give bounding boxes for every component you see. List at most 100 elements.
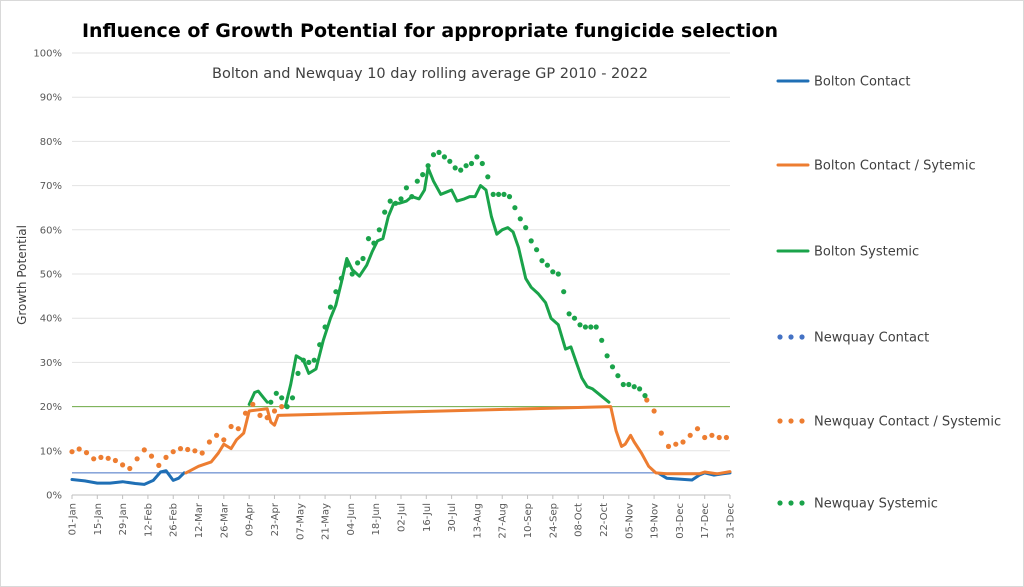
- series-point: [134, 456, 140, 462]
- series-point: [642, 393, 648, 399]
- series-point: [539, 258, 545, 264]
- series-point: [264, 415, 270, 421]
- x-tick-label: 21-May: [321, 503, 332, 540]
- series-point: [268, 399, 274, 405]
- series-point: [156, 462, 162, 468]
- series-point: [517, 216, 523, 222]
- series-point: [468, 160, 475, 167]
- series-point: [566, 311, 572, 317]
- legend-item: Bolton Systemic: [776, 245, 919, 260]
- x-tick-label: 31-Dec: [726, 503, 737, 539]
- x-tick-label: 13-Aug: [472, 503, 483, 539]
- series-point: [501, 191, 507, 197]
- series-point: [170, 449, 176, 455]
- y-tick-label: 30%: [40, 358, 62, 369]
- series-point: [687, 432, 693, 438]
- legend-label: Newquay Contact / Systemic: [814, 415, 1001, 430]
- series-point: [91, 456, 97, 462]
- series-point: [327, 304, 334, 310]
- series-point: [141, 447, 147, 453]
- x-tick-label: 17-Dec: [700, 503, 711, 539]
- series-point: [279, 395, 285, 401]
- series-point: [571, 315, 578, 321]
- series-point: [626, 381, 632, 388]
- x-tick-label: 26-Mar: [219, 502, 230, 538]
- chart-subtitle: Bolton and Newquay 10 day rolling averag…: [212, 66, 648, 82]
- x-tick-label: 29-Jan: [118, 503, 129, 535]
- series-point: [376, 227, 382, 233]
- x-tick-label: 09-Apr: [245, 502, 256, 536]
- series-point: [506, 194, 513, 200]
- series-point: [295, 370, 301, 376]
- series-point: [214, 432, 220, 438]
- series-point: [273, 390, 279, 396]
- series-point: [349, 271, 355, 277]
- x-tick-label: 03-Dec: [675, 503, 686, 539]
- series-point: [512, 205, 518, 211]
- series-point: [620, 381, 626, 388]
- series-bolton-contact-sytemic: [184, 405, 732, 476]
- x-tick-label: 12-Mar: [194, 502, 205, 538]
- legend-swatch-dot: [777, 418, 783, 424]
- series-point: [393, 200, 399, 206]
- series-point: [604, 353, 610, 359]
- legend-swatch-dot: [788, 500, 794, 506]
- series-point: [409, 194, 415, 200]
- legend-label: Bolton Contact / Sytemic: [814, 159, 976, 174]
- series-point: [479, 160, 485, 167]
- legend-swatch-dot: [799, 500, 805, 506]
- series-point: [163, 454, 169, 460]
- series-point: [577, 322, 583, 328]
- series-point: [485, 174, 491, 180]
- series-point: [709, 432, 715, 438]
- x-tick-label: 19-Nov: [650, 503, 661, 539]
- y-tick-labels: 0% 10% 20% 30% 40% 50% 60% 70% 80% 90% 100%: [33, 49, 62, 502]
- series-point: [555, 271, 561, 277]
- series-point: [561, 289, 567, 295]
- legend-item: Bolton Contact / Sytemic: [776, 159, 976, 174]
- series-point: [284, 404, 290, 410]
- legend-swatch-dot: [788, 334, 794, 340]
- series-point: [534, 247, 540, 253]
- legend-item: Newquay Contact: [777, 331, 929, 346]
- legend: Bolton Contact Bolton Contact / Sytemic Bo…: [776, 75, 1001, 512]
- series-point: [338, 275, 344, 281]
- series-point: [98, 454, 104, 460]
- series-point: [242, 410, 249, 416]
- x-tick-label: 04-Jun: [346, 503, 357, 536]
- series-line: [247, 166, 611, 409]
- series-point: [658, 430, 664, 436]
- y-tick-label: 70%: [40, 181, 62, 192]
- series-point: [83, 450, 90, 456]
- series-point: [631, 384, 637, 390]
- x-tick-label: 16-Jul: [422, 503, 433, 532]
- x-tick-label: 22-Oct: [599, 503, 610, 537]
- series-point: [112, 457, 118, 464]
- series-point: [382, 209, 388, 215]
- series-point: [76, 446, 82, 452]
- series-point: [300, 357, 306, 363]
- series-point: [716, 434, 722, 441]
- series-point: [723, 434, 730, 441]
- series-point: [403, 185, 409, 191]
- series-point: [317, 342, 323, 348]
- y-tick-label: 20%: [40, 402, 62, 413]
- series-point: [148, 453, 155, 459]
- series-point: [609, 364, 616, 370]
- legend-swatch-dot: [777, 334, 783, 340]
- series-point: [680, 439, 686, 445]
- series-point: [673, 441, 679, 447]
- series-point: [271, 408, 278, 414]
- x-tick-label: 08-Oct: [574, 503, 585, 537]
- series-point: [306, 359, 312, 365]
- series-point: [228, 423, 234, 430]
- series-point: [69, 449, 75, 455]
- y-tick-label: 0%: [46, 491, 62, 502]
- x-tick-label: 15-Jan: [93, 503, 104, 535]
- x-tick-label: 23-Apr: [270, 502, 281, 536]
- series-point: [333, 289, 339, 295]
- series-point: [250, 401, 256, 407]
- series-bolton-systemic: [247, 166, 611, 409]
